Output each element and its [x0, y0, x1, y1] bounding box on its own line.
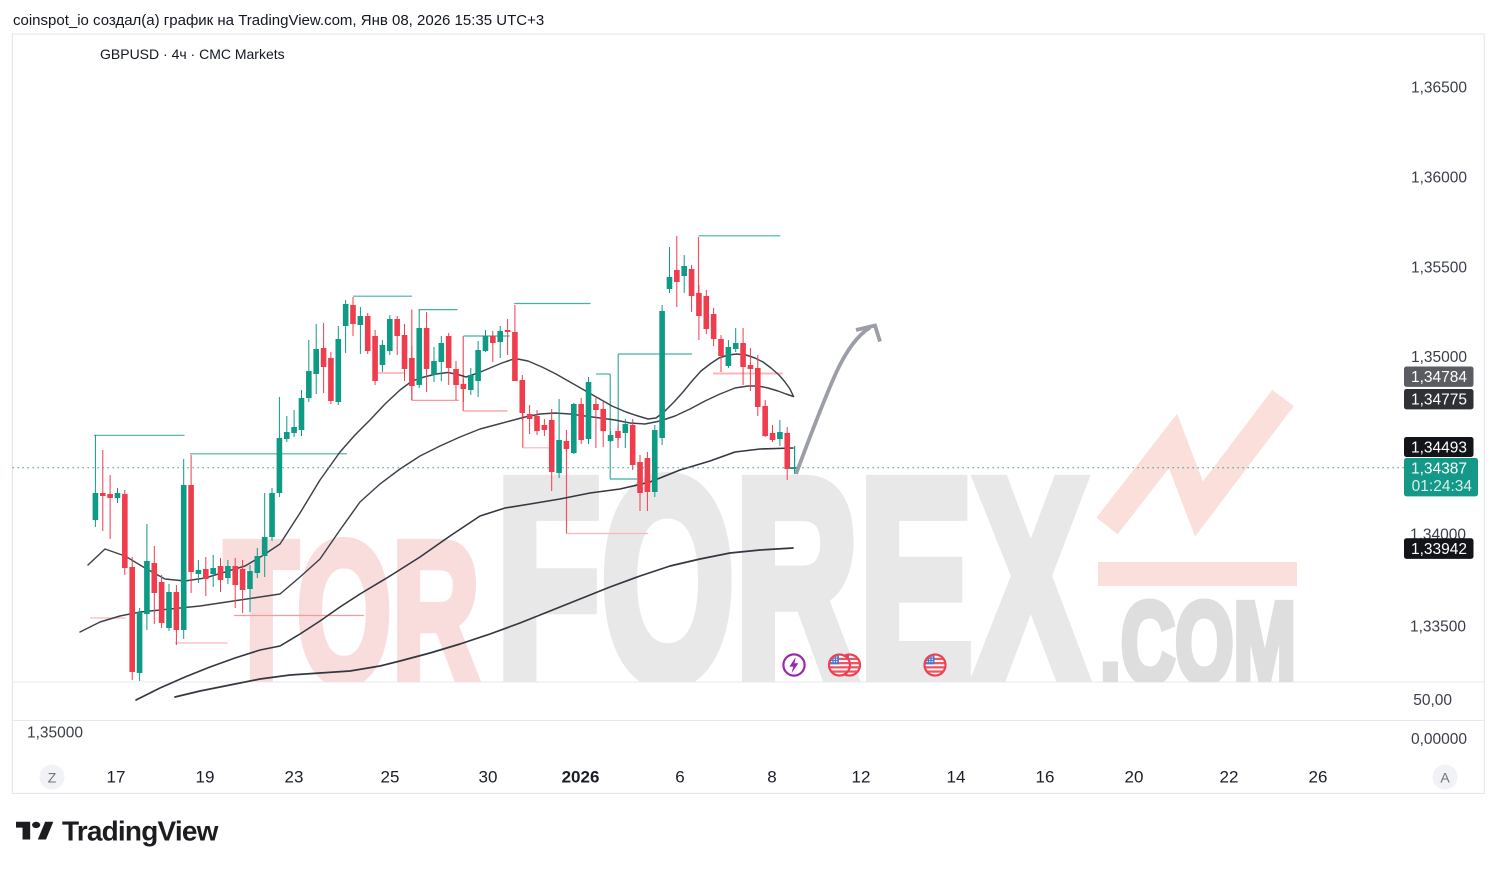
svg-text:19: 19 [196, 767, 215, 786]
svg-text:GBPUSD · 4ч · CMC Markets: GBPUSD · 4ч · CMC Markets [100, 46, 285, 62]
svg-text:2026: 2026 [562, 767, 600, 786]
svg-text:23: 23 [285, 767, 304, 786]
svg-text:1,36500: 1,36500 [1411, 80, 1467, 97]
svg-text:12: 12 [852, 767, 871, 786]
svg-text:Z: Z [48, 769, 57, 785]
svg-text:8: 8 [767, 767, 776, 786]
svg-text:TOR: TOR [224, 501, 480, 724]
svg-text:20: 20 [1125, 767, 1144, 786]
svg-text:coinspot_io создал(а) график н: coinspot_io создал(а) график на TradingV… [13, 12, 544, 29]
svg-text:01:24:34: 01:24:34 [1412, 478, 1473, 495]
svg-text:1,34493: 1,34493 [1411, 439, 1467, 456]
svg-text:1,33942: 1,33942 [1411, 541, 1467, 558]
svg-text:6: 6 [675, 767, 684, 786]
svg-text:1,35000: 1,35000 [1411, 349, 1467, 366]
svg-text:1,34775: 1,34775 [1411, 392, 1467, 409]
svg-text:25: 25 [381, 767, 400, 786]
svg-text:TradingView: TradingView [62, 816, 219, 847]
svg-text:30: 30 [479, 767, 498, 786]
svg-text:0,00000: 0,00000 [1411, 731, 1467, 748]
svg-text:26: 26 [1309, 767, 1328, 786]
svg-text:50,00: 50,00 [1413, 692, 1452, 709]
svg-text:1,34784: 1,34784 [1411, 369, 1467, 386]
svg-text:1,34387: 1,34387 [1411, 460, 1467, 477]
svg-text:16: 16 [1036, 767, 1055, 786]
svg-text:1,33500: 1,33500 [1410, 619, 1466, 636]
svg-text:.COM: .COM [1100, 580, 1296, 707]
svg-text:22: 22 [1220, 767, 1239, 786]
svg-text:14: 14 [947, 767, 966, 786]
svg-text:17: 17 [107, 767, 126, 786]
svg-text:FOREX: FOREX [496, 420, 1089, 742]
svg-text:1,36000: 1,36000 [1411, 170, 1467, 187]
svg-text:1,35500: 1,35500 [1411, 259, 1467, 276]
svg-text:A: A [1440, 769, 1450, 785]
svg-text:1,35000: 1,35000 [27, 725, 83, 742]
